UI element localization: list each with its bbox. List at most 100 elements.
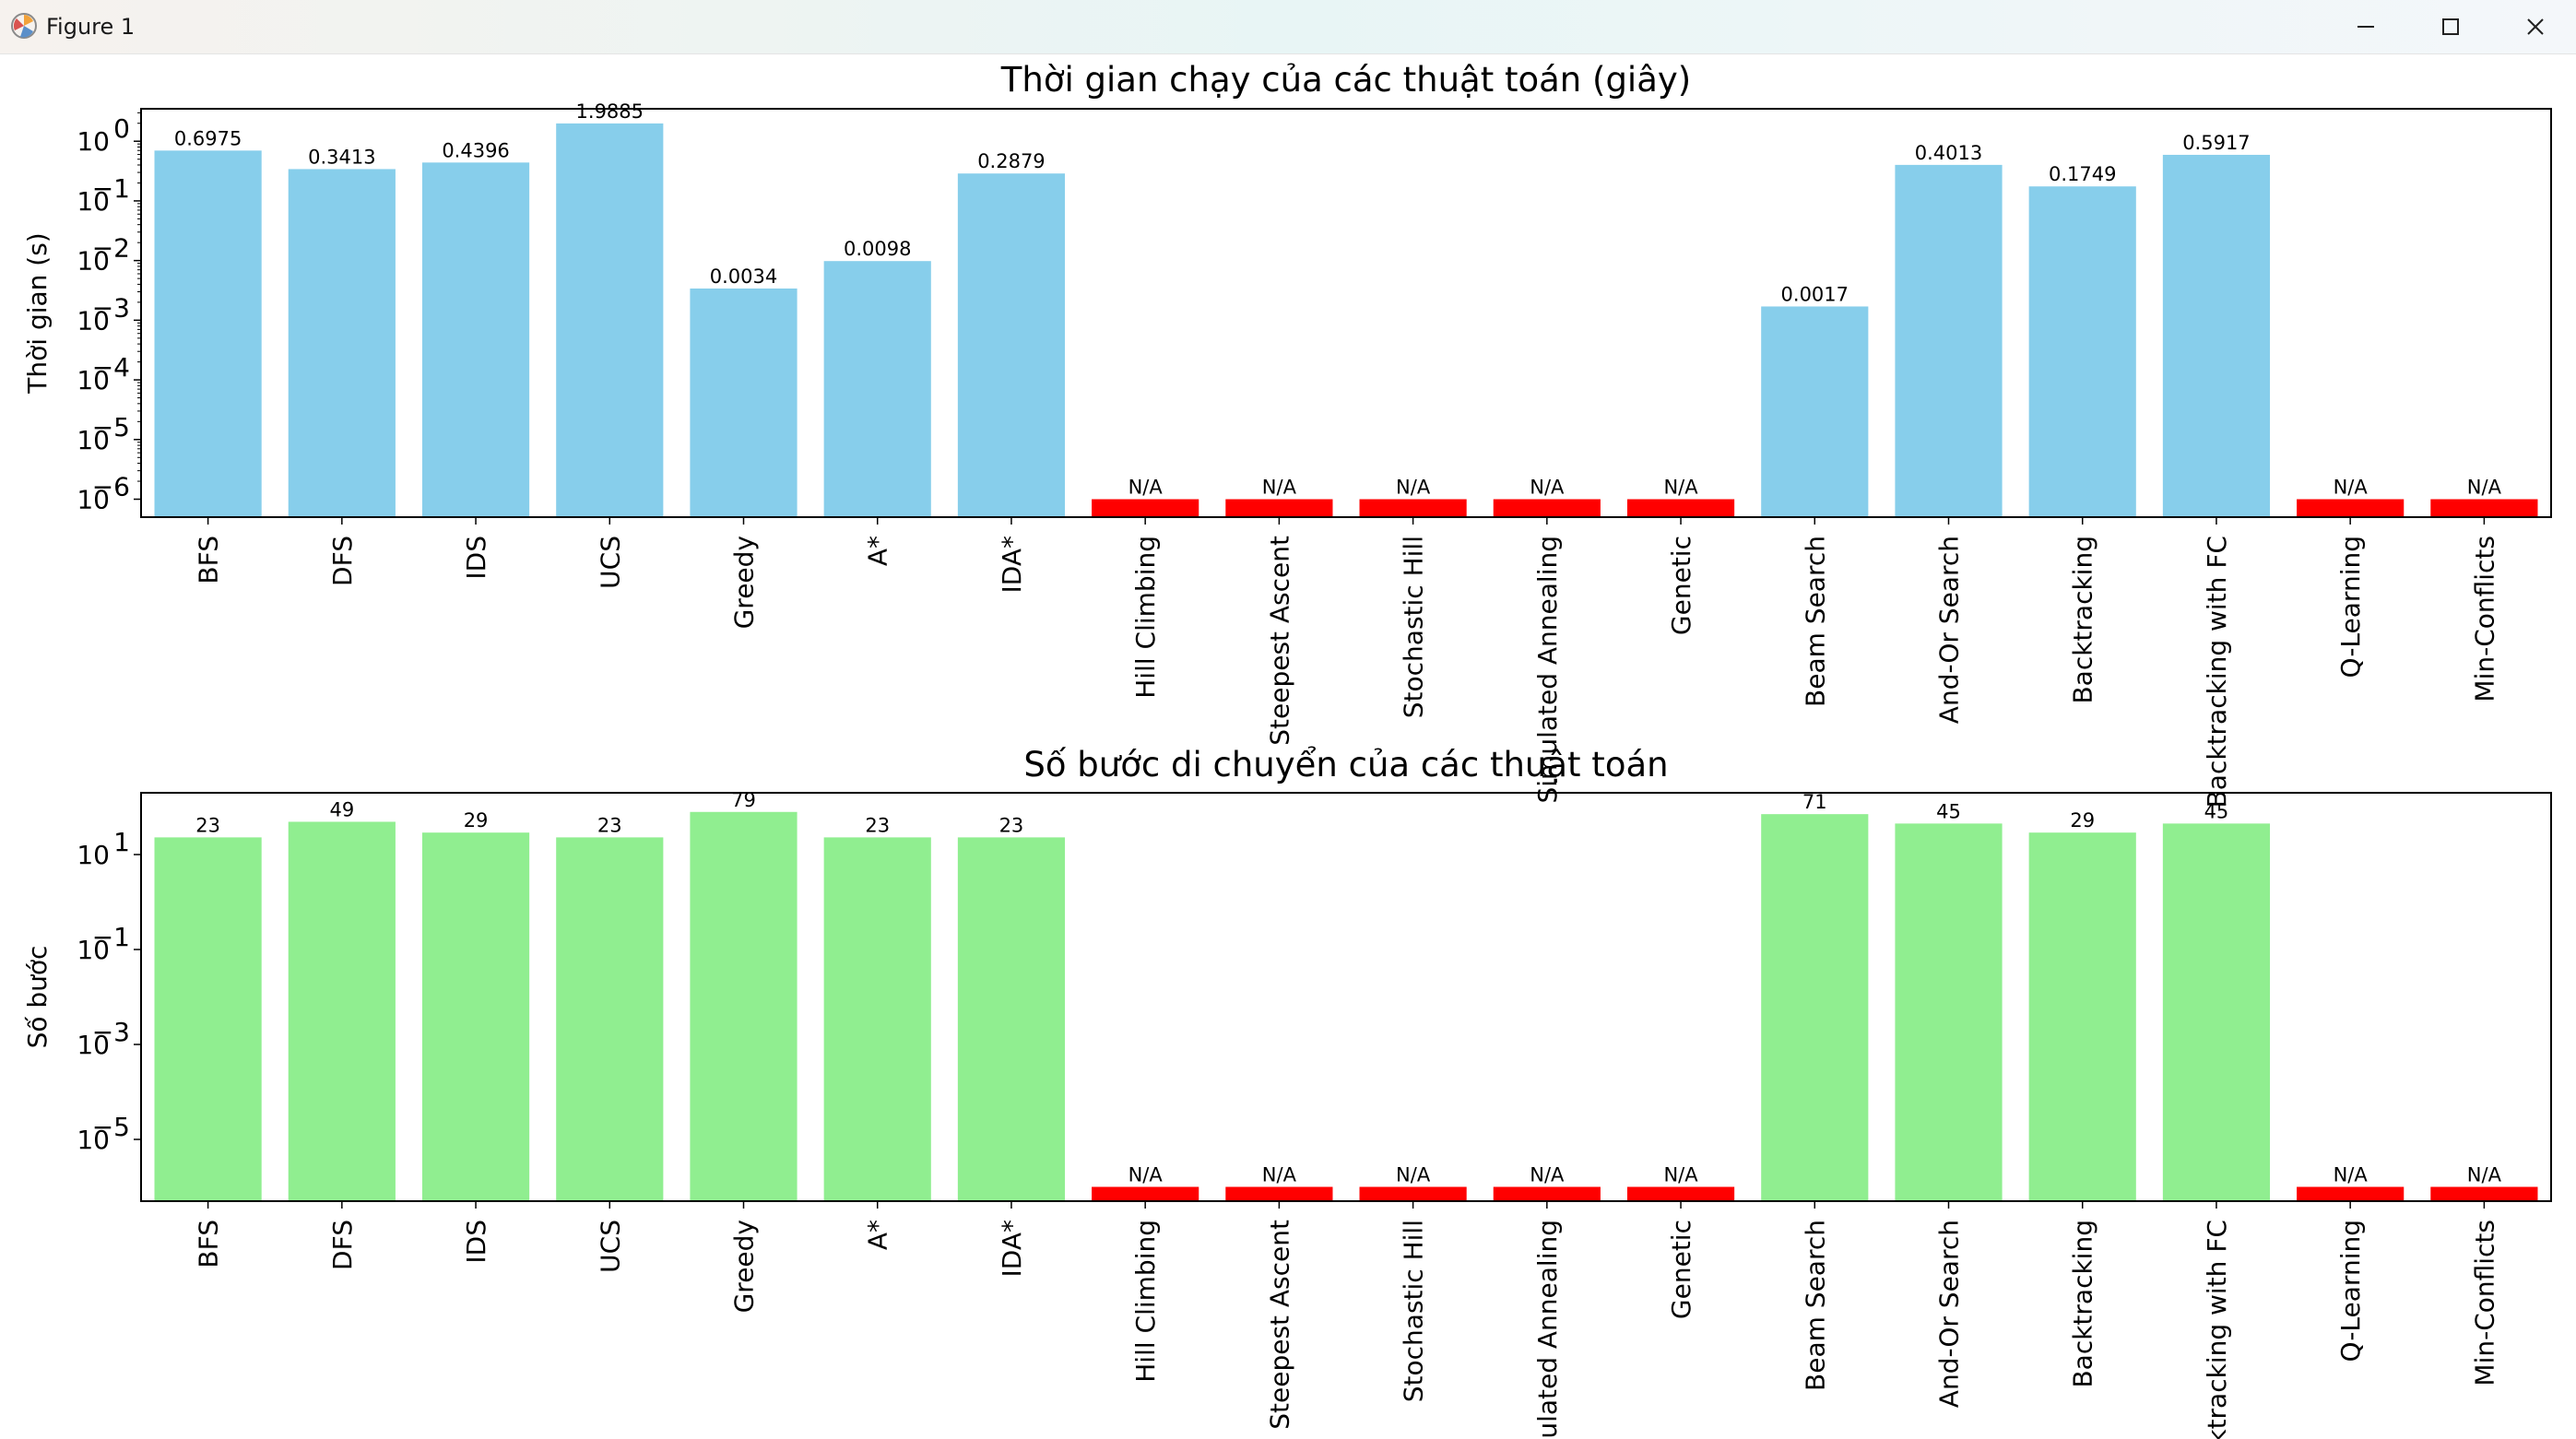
bar [2028,186,2136,517]
bar-value-label: N/A [1663,1163,1698,1185]
bar-value-label: 1.9885 [576,100,644,123]
x-tick-label: Steepest Ascent [1264,536,1294,746]
y-tick-exponent: −1 [92,922,130,952]
x-tick-label: A* [863,1220,893,1250]
x-tick-label: And-Or Search [1934,1220,1965,1408]
x-tick-label: Q-Learning [2335,536,2366,678]
y-tick-label: 10 [77,1030,110,1060]
bar [957,173,1066,517]
y-tick-exponent: −6 [92,472,130,502]
y-tick-exponent: 0 [113,113,130,144]
y-tick-label: 10 [77,186,110,217]
x-tick-label: Steepest Ascent [1264,1220,1294,1430]
chart-title: Số bước di chuyển của các thuật toán [1023,745,1668,784]
plot-frame [140,792,2552,1202]
bar-value-label: N/A [1396,477,1431,499]
chart-1: Thời gian chạy của các thuật toán (giây)… [22,60,2552,808]
bar [2297,499,2405,517]
x-tick-label: A* [863,536,893,566]
bar [154,150,262,517]
bar-value-label: N/A [2467,477,2502,499]
x-tick-label: Greedy [729,1220,760,1313]
maximize-button[interactable] [2408,0,2493,53]
bar-value-label: 71 [1802,791,1827,813]
y-tick-label: 10 [77,485,110,515]
close-button[interactable] [2493,0,2576,53]
bar-value-label: 23 [195,814,220,836]
bar [1225,499,1333,517]
bar-value-label: N/A [1530,1163,1565,1185]
bar-value-label: 45 [2204,800,2229,822]
x-tick-label: Simulated Annealing [1532,1220,1563,1439]
y-tick-label: 10 [77,935,110,965]
bar-value-label: N/A [1396,1163,1431,1185]
bar [154,837,262,1201]
y-axis-label: Thời gian (s) [22,232,53,394]
minimize-button[interactable] [2323,0,2408,53]
x-tick-label: Beam Search [1800,536,1830,707]
bar-value-label: 29 [2070,809,2095,832]
x-tick-label: Backtracking [2068,536,2098,704]
window-title: Figure 1 [46,14,136,40]
bar [288,169,396,517]
x-tick-label: Stochastic Hill [1399,1220,1429,1402]
window-titlebar: Figure 1 [0,0,2576,54]
y-tick-exponent: −1 [92,173,130,204]
x-tick-label: Min-Conflicts [2469,536,2499,702]
bar-value-label: N/A [1663,477,1698,499]
x-tick-label: UCS [595,1220,625,1273]
x-tick-label: Genetic [1666,1220,1696,1319]
chart-title: Thời gian chạy của các thuật toán (giây) [1000,60,1691,100]
bar-value-label: 29 [464,809,489,832]
bar-value-label: N/A [1128,477,1164,499]
y-axis-label: Số bước [22,946,53,1049]
x-tick-label: Q-Learning [2335,1220,2366,1362]
x-tick-label: Min-Conflicts [2469,1220,2499,1386]
bar-value-label: N/A [1262,1163,1297,1185]
bar [1359,1186,1467,1201]
bar-value-label: 49 [329,798,354,820]
bar [957,837,1066,1201]
x-tick-label: UCS [595,536,625,589]
bar-value-label: N/A [2467,1163,2502,1185]
x-tick-label: IDS [461,536,491,580]
bar [690,288,798,517]
bar-value-label: 0.3413 [308,146,375,168]
bar [1761,814,1869,1201]
bar [1895,823,2003,1201]
bar-value-label: 0.5917 [2182,132,2250,154]
bar [1225,1186,1333,1201]
x-tick-label: DFS [327,536,358,586]
x-tick-label: Hill Climbing [1130,1220,1161,1383]
y-tick-label: 10 [77,1125,110,1155]
bar [1092,499,1199,517]
minimize-icon [2357,26,2374,28]
bar [556,837,664,1201]
bar [1493,499,1601,517]
bar [2430,499,2538,517]
bar-value-label: 0.1749 [2049,163,2116,185]
y-tick-label: 10 [77,840,110,870]
y-tick-exponent: −3 [92,1017,130,1047]
x-tick-label: IDA* [997,1220,1027,1277]
bar-value-label: N/A [1262,477,1297,499]
y-tick-label: 10 [77,425,110,455]
bar [556,123,664,517]
bar-value-label: 23 [999,814,1024,836]
x-tick-label: IDS [461,1220,491,1264]
x-tick-label: Stochastic Hill [1399,536,1429,718]
x-tick-label: BFS [194,1220,224,1268]
bar [421,832,530,1201]
x-tick-label: Genetic [1666,536,1696,635]
y-tick-label: 10 [77,126,110,157]
matplotlib-app-icon [11,13,37,39]
maximize-icon [2442,18,2459,35]
chart-2: Số bước di chuyển của các thuật toán Số b… [22,745,2552,1439]
x-tick-label: Greedy [729,536,760,629]
y-tick-label: 10 [77,365,110,395]
bar [1626,499,1735,517]
y-tick-label: 10 [77,246,110,277]
x-tick-label: DFS [327,1220,358,1270]
bar-value-label: 23 [597,814,622,836]
bar [2297,1186,2405,1201]
